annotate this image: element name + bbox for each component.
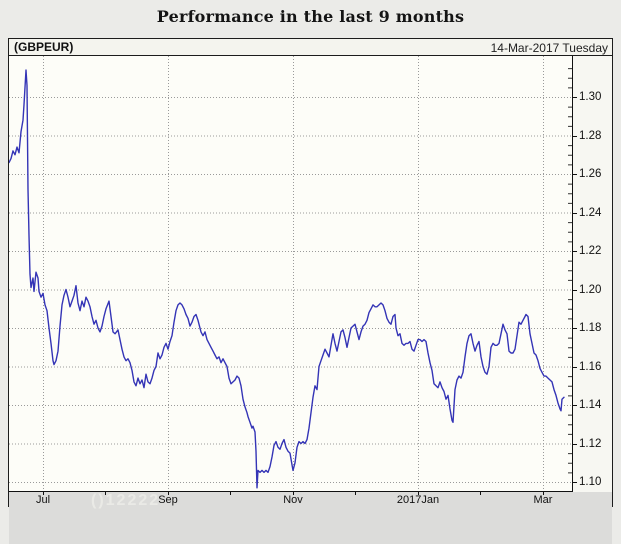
- x-axis-strip: ()12222 Jul Sep Nov 2017Jan Mar: [9, 492, 612, 544]
- x-axis-label: 2017Jan: [396, 494, 440, 506]
- y-axis-label: 1.10: [579, 476, 602, 488]
- screenshot-root: { "page": { "title": "Performance in the…: [8, 7, 613, 544]
- price-chart-canvas: [9, 56, 572, 491]
- x-month-tick: [543, 492, 544, 495]
- y-major-tick: [573, 289, 577, 291]
- y-major-tick: [573, 174, 577, 175]
- y-axis-label: 1.22: [579, 245, 602, 257]
- instrument-label: (GBPEUR): [14, 40, 74, 54]
- y-major-tick: [573, 251, 577, 252]
- x-month-tick: [355, 492, 356, 495]
- x-month-tick: [43, 492, 44, 495]
- x-month-tick: [418, 492, 419, 495]
- y-axis-label: 1.28: [579, 129, 602, 142]
- y-major-tick: [573, 405, 577, 406]
- y-axis-label: 1.12: [579, 437, 602, 450]
- y-axis-label: 1.30: [579, 91, 602, 103]
- x-month-tick: [480, 492, 481, 495]
- x-axis-label: Sep: [158, 494, 178, 506]
- x-month-tick: [105, 492, 106, 495]
- y-major-tick: [573, 328, 577, 329]
- chart-header-band: (GBPEUR) 14-Mar-2017 Tuesday: [9, 39, 612, 56]
- y-axis-label: 1.14: [579, 399, 602, 411]
- watermark: ()12222: [91, 492, 161, 509]
- date-label: 14-Mar-2017 Tuesday: [490, 41, 608, 55]
- y-major-tick: [573, 443, 577, 445]
- x-axis-label: Mar: [533, 494, 553, 506]
- y-axis-label: 1.24: [579, 206, 602, 219]
- y-major-tick: [573, 482, 577, 483]
- y-axis-label: 1.16: [579, 360, 602, 373]
- y-major-tick: [573, 135, 577, 137]
- x-month-tick: [293, 492, 294, 495]
- x-month-tick: [230, 492, 231, 495]
- y-axis-label: 1.20: [579, 283, 602, 296]
- y-major-tick: [573, 366, 577, 368]
- chart-frame: (GBPEUR) 14-Mar-2017 Tuesday 1.10 1.12 1.1…: [8, 38, 613, 544]
- chart-title: Performance in the last 9 months: [156, 7, 465, 26]
- x-axis-label: Jul: [35, 494, 51, 506]
- x-month-tick: [168, 492, 169, 495]
- plot-area: [9, 56, 573, 492]
- y-major-tick: [573, 212, 577, 214]
- y-major-tick: [573, 97, 577, 98]
- y-axis-gutter: 1.10 1.12 1.14 1.16 1.18 1.20 1.22 1.24 1.26 1.28…: [573, 56, 612, 492]
- y-axis-label: 1.18: [579, 322, 602, 334]
- price-line: [9, 69, 565, 489]
- x-axis-label: Nov: [283, 494, 303, 506]
- y-axis-label: 1.26: [579, 168, 602, 180]
